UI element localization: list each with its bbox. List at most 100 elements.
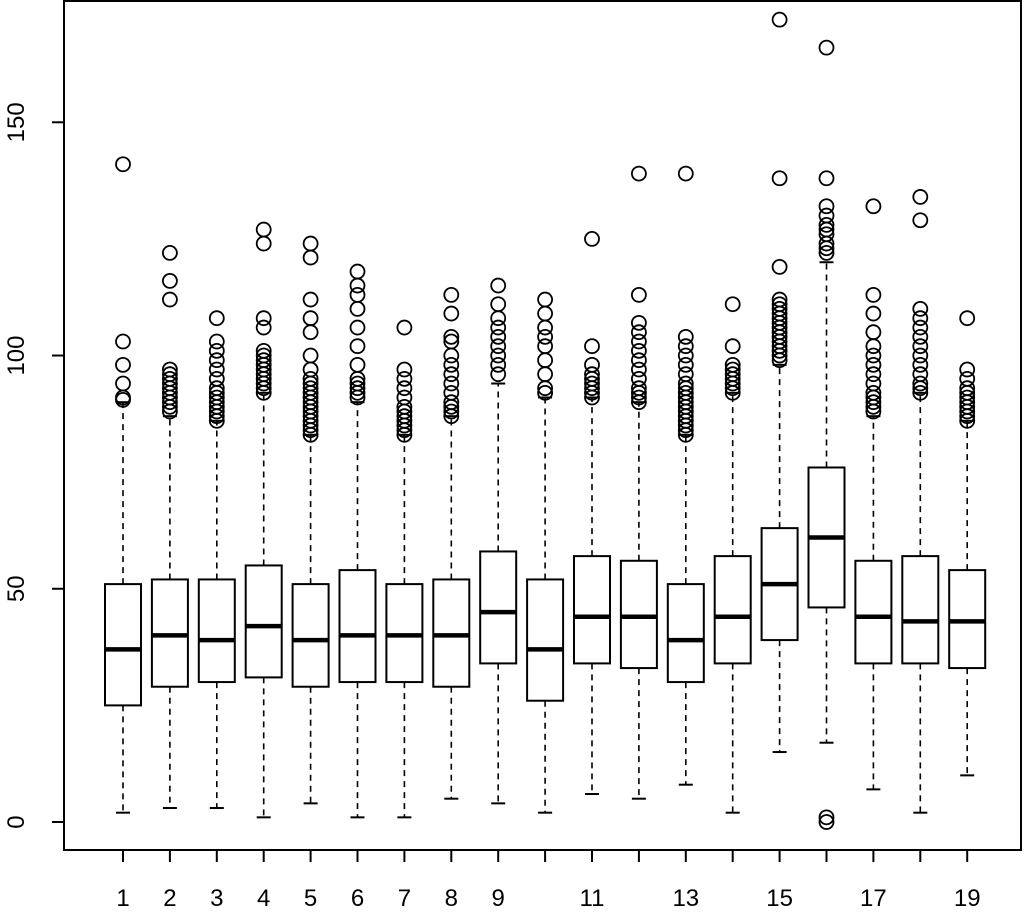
- x-tick-label: 7: [398, 885, 411, 912]
- x-tick-label: 1: [116, 885, 129, 912]
- outlier-point: [865, 305, 882, 322]
- outlier-point: [302, 347, 319, 364]
- box-2: [150, 245, 189, 810]
- outlier-point: [208, 361, 225, 378]
- outlier-point: [443, 366, 460, 383]
- outlier-point: [818, 207, 835, 224]
- box-8: [432, 286, 471, 800]
- iqr-box: [713, 555, 752, 665]
- iqr-box: [338, 569, 377, 684]
- outlier-point: [818, 226, 835, 243]
- outlier-point: [302, 370, 319, 387]
- outlier-point: [208, 333, 225, 350]
- outlier-point: [537, 319, 553, 336]
- outlier-point: [818, 39, 835, 56]
- outlier-point: [771, 11, 788, 28]
- outlier-point: [443, 403, 460, 420]
- outlier-point: [537, 366, 553, 383]
- x-tick-label: 17: [860, 885, 887, 912]
- outlier-point: [208, 389, 225, 406]
- outlier-point: [959, 380, 976, 397]
- outlier-point: [349, 300, 366, 317]
- box-6: [338, 263, 377, 819]
- outlier-point: [771, 300, 788, 317]
- outlier-point: [677, 366, 694, 383]
- iqr-box: [573, 555, 611, 665]
- outlier-point: [912, 366, 929, 383]
- outlier-point: [771, 258, 788, 275]
- outlier-point: [255, 221, 272, 238]
- outlier-point: [302, 380, 319, 397]
- outlier-point: [443, 286, 460, 303]
- outlier-point: [161, 370, 178, 387]
- iqr-box: [150, 578, 189, 688]
- outlier-point: [396, 370, 413, 387]
- outlier-point: [631, 342, 647, 359]
- outlier-point: [115, 375, 131, 392]
- outlier-point: [490, 310, 507, 327]
- outlier-point: [490, 338, 507, 355]
- outlier-point: [302, 310, 319, 327]
- outlier-point: [490, 277, 507, 294]
- iqr-box: [526, 578, 565, 702]
- outlier-point: [396, 398, 413, 415]
- box-15: [760, 11, 799, 754]
- iqr-box: [197, 578, 236, 684]
- outlier-point: [349, 380, 366, 397]
- outlier-point: [115, 156, 131, 173]
- outlier-point: [443, 347, 460, 364]
- outlier-point: [631, 370, 647, 387]
- box-12: [619, 165, 658, 800]
- outlier-point: [255, 310, 272, 327]
- outlier-point: [490, 366, 507, 383]
- outlier-point: [208, 342, 225, 359]
- box-18: [901, 189, 940, 814]
- x-tick-label: 9: [492, 885, 505, 912]
- y-tick-label: 150: [3, 102, 30, 142]
- x-tick-label: 11: [580, 885, 605, 912]
- outlier-point: [724, 296, 741, 313]
- outlier-point: [865, 394, 882, 411]
- x-tick-label: 4: [257, 885, 270, 912]
- outlier-point: [115, 333, 131, 350]
- outlier-point: [161, 272, 178, 289]
- outlier-point: [818, 814, 835, 830]
- outlier-point: [537, 384, 553, 401]
- box-9: [479, 277, 518, 805]
- x-tick-label: 5: [304, 885, 317, 912]
- x-tick-label: 2: [163, 885, 176, 912]
- outlier-point: [584, 375, 600, 392]
- outlier-point: [490, 319, 507, 336]
- outlier-point: [865, 286, 882, 303]
- outlier-point: [959, 361, 976, 378]
- outlier-point: [631, 380, 647, 397]
- outlier-point: [912, 189, 929, 205]
- outlier-point: [443, 333, 460, 350]
- iqr-box: [901, 555, 940, 665]
- iqr-box: [385, 583, 424, 684]
- outlier-point: [631, 389, 647, 406]
- outlier-point: [677, 165, 694, 182]
- box-14: [713, 296, 752, 814]
- iqr-box: [291, 583, 330, 688]
- outlier-point: [349, 319, 366, 336]
- outlier-point: [255, 342, 272, 359]
- box-7: [385, 319, 424, 819]
- box-11: [573, 231, 611, 796]
- outlier-point: [771, 296, 788, 313]
- outlier-point: [443, 375, 460, 392]
- outlier-point: [865, 198, 882, 215]
- outlier-point: [677, 356, 694, 373]
- box-5: [291, 235, 330, 805]
- iqr-box: [619, 559, 658, 670]
- outlier-point: [584, 338, 600, 355]
- iqr-box: [104, 583, 142, 707]
- box-4: [244, 221, 283, 819]
- outlier-point: [912, 384, 929, 401]
- outlier-point: [302, 235, 319, 252]
- outlier-point: [349, 277, 366, 294]
- outlier-point: [818, 809, 835, 826]
- outlier-point: [631, 361, 647, 378]
- outlier-point: [161, 361, 178, 378]
- outlier-point: [865, 324, 882, 341]
